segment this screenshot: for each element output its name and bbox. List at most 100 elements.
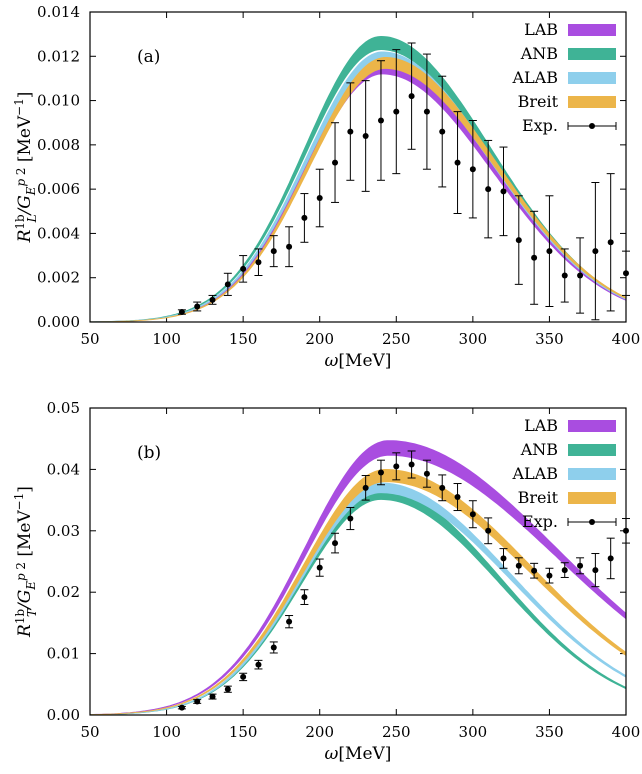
x-tick-label: 200: [305, 723, 334, 741]
data-point: [515, 237, 522, 244]
y-tick-label: 0.04: [47, 460, 80, 478]
x-axis-label: ω[MeV]: [325, 351, 392, 371]
data-point: [423, 108, 430, 115]
data-point: [592, 567, 599, 574]
data-point: [377, 469, 384, 476]
x-tick-label: 250: [382, 723, 411, 741]
legend-label: ANB: [520, 44, 558, 63]
x-tick-label: 150: [229, 723, 258, 741]
data-point: [531, 567, 538, 574]
y-axis-label: R1bT/GEp 2 [MeV−1]: [12, 486, 39, 638]
legend-label: Breit: [518, 488, 559, 507]
data-point: [439, 484, 446, 491]
x-tick-label: 400: [612, 330, 641, 348]
x-tick-label: 200: [305, 330, 334, 348]
data-point: [224, 686, 231, 693]
data-point: [546, 572, 553, 579]
data-point: [362, 484, 369, 491]
data-point: [347, 128, 354, 135]
data-point: [286, 618, 293, 625]
data-point: [255, 661, 262, 668]
data-point: [178, 309, 185, 316]
data-point: [577, 272, 584, 279]
y-tick-label: 0.02: [47, 583, 80, 601]
legend-swatch: [568, 24, 616, 36]
legend-label: ANB: [520, 440, 558, 459]
legend-label: LAB: [524, 20, 558, 39]
data-point: [270, 644, 277, 651]
data-point: [224, 281, 231, 288]
x-tick-label: 400: [612, 723, 641, 741]
x-tick-label: 350: [535, 723, 564, 741]
data-point: [546, 248, 553, 255]
data-point: [408, 461, 415, 468]
y-tick-label: 0.008: [37, 136, 80, 154]
y-tick-label: 0.004: [37, 224, 80, 242]
legend-exp-marker: [589, 123, 595, 129]
data-point: [500, 188, 507, 195]
data-point: [209, 296, 216, 303]
data-point: [270, 248, 277, 255]
data-point: [194, 303, 201, 310]
data-point: [332, 540, 339, 547]
data-point: [500, 555, 507, 562]
data-point: [362, 133, 369, 139]
panel-label: (b): [137, 443, 161, 463]
x-tick-label: 350: [535, 330, 564, 348]
data-point: [561, 567, 568, 574]
y-tick-label: 0.03: [47, 522, 80, 540]
data-point: [561, 272, 568, 279]
data-point: [408, 93, 415, 100]
x-tick-label: 300: [459, 723, 488, 741]
data-point: [255, 259, 262, 266]
data-point: [592, 248, 599, 255]
data-point: [607, 239, 614, 246]
data-point: [377, 117, 384, 124]
x-axis-label: ω[MeV]: [325, 744, 392, 764]
legend-label: Breit: [518, 92, 559, 111]
data-point: [286, 243, 293, 250]
data-point: [240, 673, 247, 680]
y-tick-label: 0.01: [47, 645, 80, 663]
data-point: [531, 254, 538, 261]
x-tick-label: 150: [229, 330, 258, 348]
data-point: [393, 463, 400, 470]
data-point: [393, 108, 400, 115]
x-tick-label: 100: [152, 330, 181, 348]
data-point: [301, 214, 308, 221]
data-point: [469, 166, 476, 173]
x-tick-label: 50: [80, 723, 99, 741]
legend-swatch: [568, 444, 616, 456]
x-tick-label: 50: [80, 330, 99, 348]
data-point: [485, 527, 492, 534]
x-tick-label: 100: [152, 723, 181, 741]
data-point: [316, 564, 323, 571]
data-point: [423, 470, 430, 477]
x-tick-label: 250: [382, 330, 411, 348]
panel-label: (a): [137, 47, 160, 67]
y-tick-label: 0.00: [47, 706, 80, 724]
y-tick-label: 0.006: [37, 180, 80, 198]
data-point: [454, 494, 461, 501]
legend-swatch: [568, 468, 616, 480]
legend-exp-marker: [589, 519, 595, 525]
plot-frame: [89, 11, 627, 323]
data-point: [454, 159, 461, 166]
data-point: [209, 693, 216, 700]
data-point: [607, 555, 614, 562]
y-tick-label: 0.05: [47, 399, 80, 417]
legend-swatch: [568, 48, 616, 60]
y-axis-label: R1bL/GEp 2 [MeV−1]: [12, 92, 39, 244]
panel-b: 50 100 150 200 250 300 350 400 0.00 0.01 0.02 0.03 0…: [12, 399, 640, 764]
y-tick-label: 0.014: [37, 3, 80, 21]
data-point: [316, 195, 323, 201]
data-point: [332, 159, 339, 166]
legend-label: Exp.: [522, 116, 558, 135]
data-point: [577, 562, 584, 569]
data-point: [194, 698, 201, 705]
legend-swatch: [568, 96, 616, 108]
legend-swatch: [568, 492, 616, 504]
data-point: [515, 562, 522, 569]
panel-a: 50 100 150 200 250 300 350 400 0.000 0.002 0.004 0.…: [12, 3, 640, 371]
